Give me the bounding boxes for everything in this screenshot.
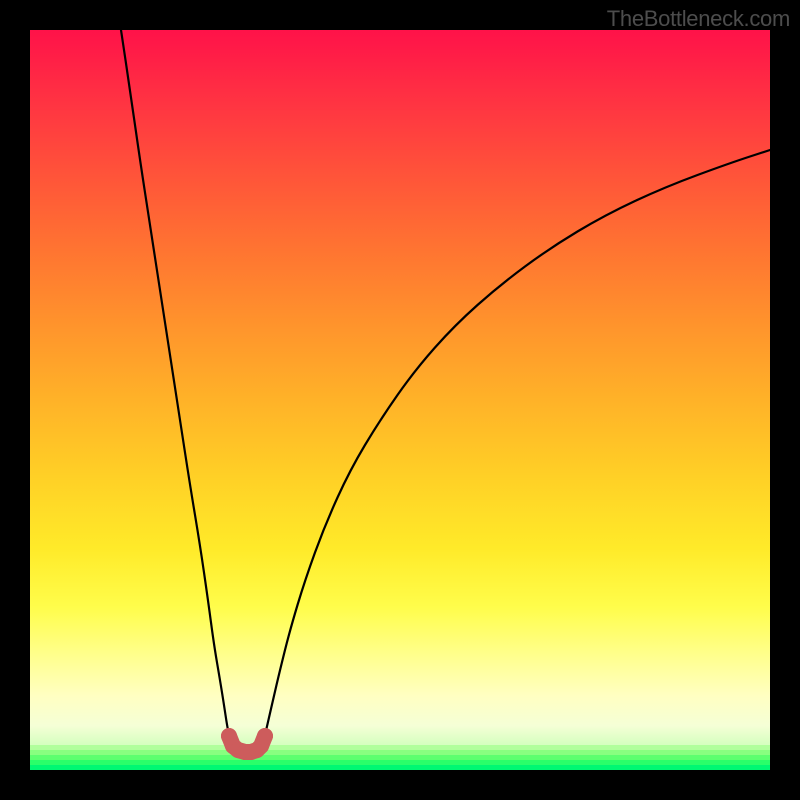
bottleneck-curve (30, 30, 770, 770)
valley-marker-point (257, 728, 273, 744)
bottleneck-curve-path (121, 30, 770, 751)
watermark-text: TheBottleneck.com (607, 6, 790, 32)
plot-area (30, 30, 770, 770)
